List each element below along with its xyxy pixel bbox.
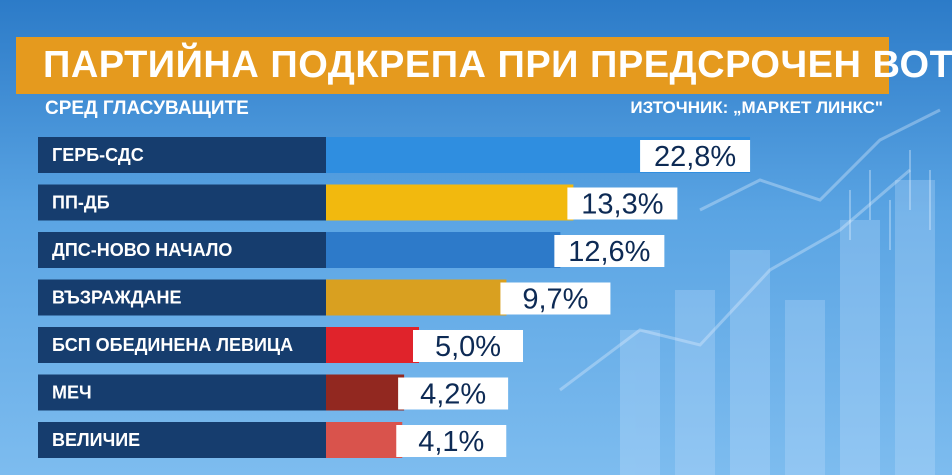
value-label: 4,1% xyxy=(418,426,484,458)
value-label: 4,2% xyxy=(420,379,486,411)
category-label: ВЪЗРАЖДАНЕ xyxy=(52,288,182,308)
value-label: 9,7% xyxy=(522,284,588,316)
value-label-box xyxy=(413,330,523,362)
title-banner: ПАРТИЙНА ПОДКРЕПА ПРИ ПРЕДСРОЧЕН ВОТ xyxy=(16,37,952,94)
bar-row: ВЪЗРАЖДАНЕ 9,7% xyxy=(38,279,611,316)
category-label: ДПС-НОВО НАЧАЛО xyxy=(52,240,232,260)
value-label-box xyxy=(554,235,665,267)
category-label-bg xyxy=(38,422,326,458)
chart-subtitle: СРЕД ГЛАСУВАЩИТЕ xyxy=(45,98,249,119)
bar-row: ГЕРБ-СДС 22,8% xyxy=(38,137,751,173)
category-label-bg xyxy=(38,374,326,411)
bar xyxy=(326,232,561,268)
value-label-box xyxy=(640,140,751,172)
value-label-box xyxy=(500,282,611,315)
value-label: 5,0% xyxy=(435,331,501,363)
category-label: ГЕРБ-СДС xyxy=(52,145,144,165)
source-note: ИЗТОЧНИК: „МАРКЕТ ЛИНКС" xyxy=(630,98,883,117)
category-label-bg xyxy=(38,279,326,316)
category-label: БСП ОБЕДИНЕНА ЛЕВИЦА xyxy=(52,335,293,355)
bar-row: БСП ОБЕДИНЕНА ЛЕВИЦА 5,0% xyxy=(38,327,523,363)
bar-row: ВЕЛИЧИЕ 4,1% xyxy=(38,422,507,458)
value-label-box xyxy=(398,377,509,410)
bar-row: ПП-ДБ 13,3% xyxy=(38,184,678,221)
bar-row: МЕЧ 4,2% xyxy=(38,374,509,411)
value-label: 22,8% xyxy=(654,141,736,173)
category-label-bg xyxy=(38,184,326,221)
bar xyxy=(326,374,405,411)
category-label-bg xyxy=(38,232,326,268)
category-label-bg xyxy=(38,137,326,173)
category-label-bg xyxy=(38,327,326,363)
category-label: ВЕЛИЧИЕ xyxy=(52,430,140,450)
category-label: ПП-ДБ xyxy=(52,193,110,213)
category-label: МЕЧ xyxy=(52,383,92,403)
value-label-box xyxy=(396,425,507,457)
value-label: 12,6% xyxy=(568,236,650,268)
bar xyxy=(326,422,403,458)
chart-title: ПАРТИЙНА ПОДКРЕПА ПРИ ПРЕДСРОЧЕН ВОТ xyxy=(43,44,952,86)
bar xyxy=(326,279,507,316)
bar-row: ДПС-НОВО НАЧАЛО 12,6% xyxy=(38,232,665,268)
bar xyxy=(326,327,419,363)
value-label-box xyxy=(567,187,678,220)
bar xyxy=(326,184,574,221)
value-label: 13,3% xyxy=(581,189,663,221)
